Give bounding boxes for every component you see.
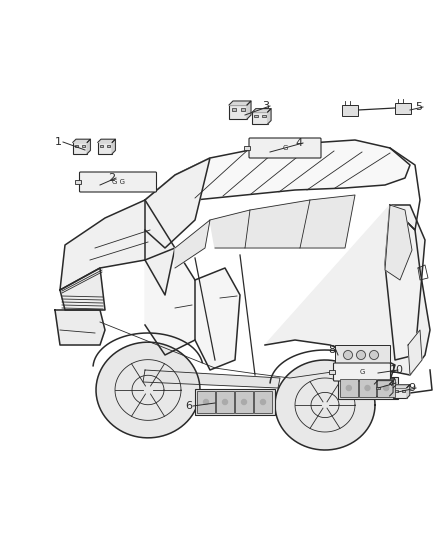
Circle shape <box>357 351 365 359</box>
Bar <box>235 391 253 413</box>
FancyBboxPatch shape <box>333 363 391 381</box>
Bar <box>74 180 81 184</box>
Bar <box>335 345 390 365</box>
Polygon shape <box>390 381 393 396</box>
Circle shape <box>346 385 351 391</box>
FancyBboxPatch shape <box>249 138 321 158</box>
Polygon shape <box>143 370 280 388</box>
Circle shape <box>241 400 247 405</box>
Polygon shape <box>112 139 115 154</box>
Bar <box>107 145 110 147</box>
Bar <box>377 379 395 397</box>
Bar <box>254 115 258 117</box>
Polygon shape <box>268 109 271 124</box>
Polygon shape <box>252 109 271 112</box>
Bar <box>262 115 265 117</box>
Text: 6: 6 <box>185 401 192 411</box>
Bar <box>338 377 398 399</box>
Text: 4: 4 <box>295 138 302 148</box>
Bar <box>340 379 358 397</box>
Polygon shape <box>195 268 240 370</box>
Bar <box>216 391 234 413</box>
Text: G: G <box>359 369 365 375</box>
Text: 3: 3 <box>262 101 269 111</box>
Bar <box>232 108 236 111</box>
Bar <box>229 105 247 119</box>
Polygon shape <box>145 248 195 355</box>
FancyBboxPatch shape <box>80 172 156 192</box>
Polygon shape <box>408 330 422 375</box>
Bar <box>244 146 250 150</box>
Bar <box>252 112 268 124</box>
Polygon shape <box>245 200 310 248</box>
Bar <box>75 145 78 147</box>
Polygon shape <box>210 210 250 248</box>
Polygon shape <box>247 101 251 119</box>
Polygon shape <box>229 101 251 105</box>
Text: G G: G G <box>112 179 124 185</box>
Bar <box>197 391 215 413</box>
Bar <box>82 145 85 147</box>
Circle shape <box>370 351 378 359</box>
Polygon shape <box>374 381 393 384</box>
Polygon shape <box>87 139 90 154</box>
Bar <box>402 390 405 392</box>
Polygon shape <box>60 268 105 310</box>
Text: 7: 7 <box>388 378 395 388</box>
Text: 1: 1 <box>55 137 62 147</box>
Bar <box>342 104 358 116</box>
Circle shape <box>204 400 208 405</box>
Circle shape <box>261 400 265 405</box>
Text: G: G <box>283 145 288 151</box>
Bar <box>328 370 335 374</box>
Polygon shape <box>175 220 210 268</box>
Text: 9: 9 <box>408 383 415 393</box>
Circle shape <box>343 351 353 359</box>
Polygon shape <box>385 205 425 360</box>
Polygon shape <box>385 205 412 280</box>
Polygon shape <box>275 360 375 450</box>
Bar <box>384 386 388 389</box>
Bar <box>395 390 398 392</box>
Circle shape <box>384 385 389 391</box>
Polygon shape <box>265 205 430 375</box>
Polygon shape <box>407 385 410 398</box>
Text: 5: 5 <box>415 102 422 112</box>
Bar <box>100 145 103 147</box>
Polygon shape <box>60 200 175 295</box>
Polygon shape <box>55 310 105 345</box>
Text: 8: 8 <box>328 345 335 355</box>
Bar <box>395 102 411 114</box>
Bar <box>240 108 244 111</box>
Circle shape <box>223 400 227 405</box>
Polygon shape <box>98 139 115 142</box>
Polygon shape <box>73 139 90 142</box>
Bar <box>195 389 275 415</box>
Text: 10: 10 <box>390 365 404 375</box>
Polygon shape <box>145 140 410 205</box>
Bar <box>393 387 407 398</box>
Circle shape <box>365 385 370 391</box>
Text: 2: 2 <box>108 173 115 183</box>
Polygon shape <box>300 195 355 248</box>
Bar <box>73 142 87 154</box>
Polygon shape <box>393 385 410 387</box>
Bar <box>359 379 376 397</box>
Bar <box>98 142 112 154</box>
Bar <box>254 391 272 413</box>
Polygon shape <box>96 342 200 438</box>
Bar <box>377 386 380 389</box>
Bar <box>374 384 390 396</box>
Polygon shape <box>145 158 210 248</box>
